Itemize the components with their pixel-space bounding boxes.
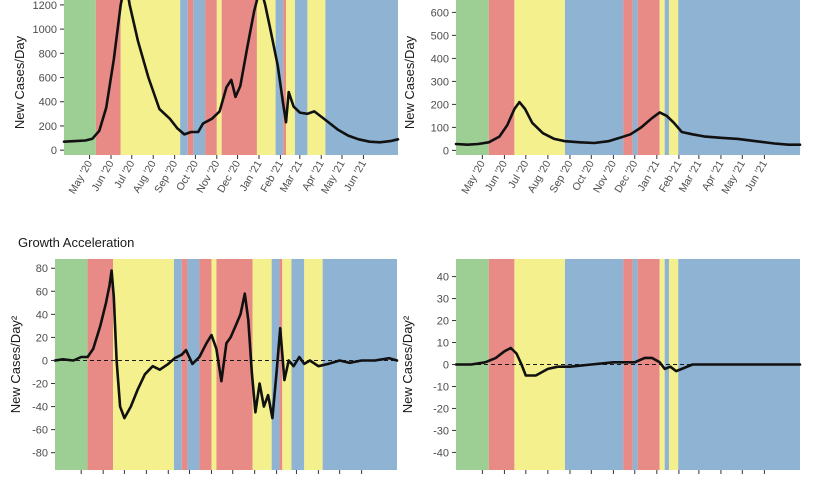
y-tick-label: 0 — [443, 360, 449, 372]
y-tick-label: 500 — [431, 30, 449, 42]
phase-band — [64, 0, 96, 155]
y-tick-label: 20 — [36, 332, 48, 344]
y-axis-label: New Cases/Day² — [400, 315, 415, 413]
phase-band — [279, 259, 283, 470]
phase-band — [322, 259, 397, 470]
phase-band — [637, 0, 660, 155]
y-tick-label: 800 — [39, 48, 57, 60]
y-axis-label: New Cases/Day² — [8, 315, 23, 413]
phase-band — [120, 0, 181, 155]
phase-band — [307, 0, 326, 155]
y-tick-label: -10 — [433, 381, 449, 393]
phase-band — [294, 0, 308, 155]
y-tick-label: -40 — [32, 402, 48, 414]
x-tick-label: May '20 — [67, 158, 96, 196]
phase-band — [187, 0, 194, 155]
y-tick-label: 30 — [437, 294, 449, 306]
y-axis-label: New Cases/Day — [12, 35, 27, 129]
y-tick-label: 0 — [443, 145, 449, 157]
phase-band — [664, 0, 669, 155]
phase-band — [285, 0, 295, 155]
y-tick-label: 1200 — [33, 0, 57, 12]
y-tick-label: -60 — [32, 425, 48, 437]
phase-band — [216, 259, 253, 470]
panel-title: Growth Acceleration — [18, 235, 134, 250]
y-tick-label: 80 — [36, 263, 48, 275]
series-line — [53, 269, 399, 420]
x-tick-label: Jun '21 — [743, 158, 770, 193]
phase-band — [205, 0, 217, 155]
phase-band — [181, 259, 188, 470]
phase-band — [271, 259, 280, 470]
y-tick-label: 100 — [431, 122, 449, 134]
phase-band — [216, 0, 222, 155]
y-tick-label: -80 — [32, 448, 48, 460]
phase-band — [325, 0, 398, 155]
y-tick-label: -20 — [32, 379, 48, 391]
y-tick-label: -30 — [433, 425, 449, 437]
phase-band — [632, 0, 638, 155]
phase-band — [173, 259, 182, 470]
y-tick-label: 600 — [39, 73, 57, 85]
phase-band — [659, 0, 665, 155]
phase-band — [199, 259, 212, 470]
phase-band — [678, 0, 800, 155]
panel-3: -80 -60 -40 -20 0 20 40 60 80 New Cases/Day² Growt… — [8, 235, 399, 474]
y-tick-label: 20 — [437, 316, 449, 328]
y-tick-label: 40 — [437, 272, 449, 284]
phase-band — [564, 0, 624, 155]
phase-band — [256, 0, 276, 155]
y-tick-label: 200 — [39, 121, 57, 133]
phase-band — [304, 259, 323, 470]
phase-band — [632, 259, 638, 470]
series-line — [454, 346, 802, 377]
y-axis-label: New Cases/Day — [402, 35, 417, 129]
y-tick-label: 0 — [51, 145, 57, 157]
x-tick-label: Jun '20 — [483, 158, 510, 193]
phase-band — [193, 0, 206, 155]
y-tick-label: -40 — [433, 447, 449, 459]
panel-4: -40 -30 -20 -10 0 10 20 30 40 New Cases/Day² — [400, 259, 802, 474]
phase-band — [456, 0, 489, 155]
series-line — [454, 100, 802, 146]
x-tick-label: May '20 — [459, 158, 488, 196]
y-tick-label: 600 — [431, 7, 449, 19]
y-tick-label: 60 — [36, 286, 48, 298]
phase-band — [113, 259, 174, 470]
phase-band — [283, 0, 286, 155]
phase-band — [55, 259, 88, 470]
phase-band — [488, 0, 515, 155]
phase-band — [252, 259, 272, 470]
y-tick-label: 300 — [431, 76, 449, 88]
phase-band — [211, 259, 217, 470]
y-tick-label: 200 — [431, 99, 449, 111]
y-tick-label: 400 — [39, 97, 57, 109]
phase-band — [180, 0, 188, 155]
series-line — [62, 0, 400, 144]
phase-band — [668, 0, 679, 155]
y-tick-label: -20 — [433, 403, 449, 415]
y-tick-label: 40 — [36, 309, 48, 321]
phase-band — [291, 259, 305, 470]
y-tick-label: 0 — [42, 355, 48, 367]
phase-band — [623, 0, 633, 155]
y-tick-label: 400 — [431, 53, 449, 65]
y-tick-label: 1000 — [33, 24, 57, 36]
y-tick-label: 10 — [437, 338, 449, 350]
